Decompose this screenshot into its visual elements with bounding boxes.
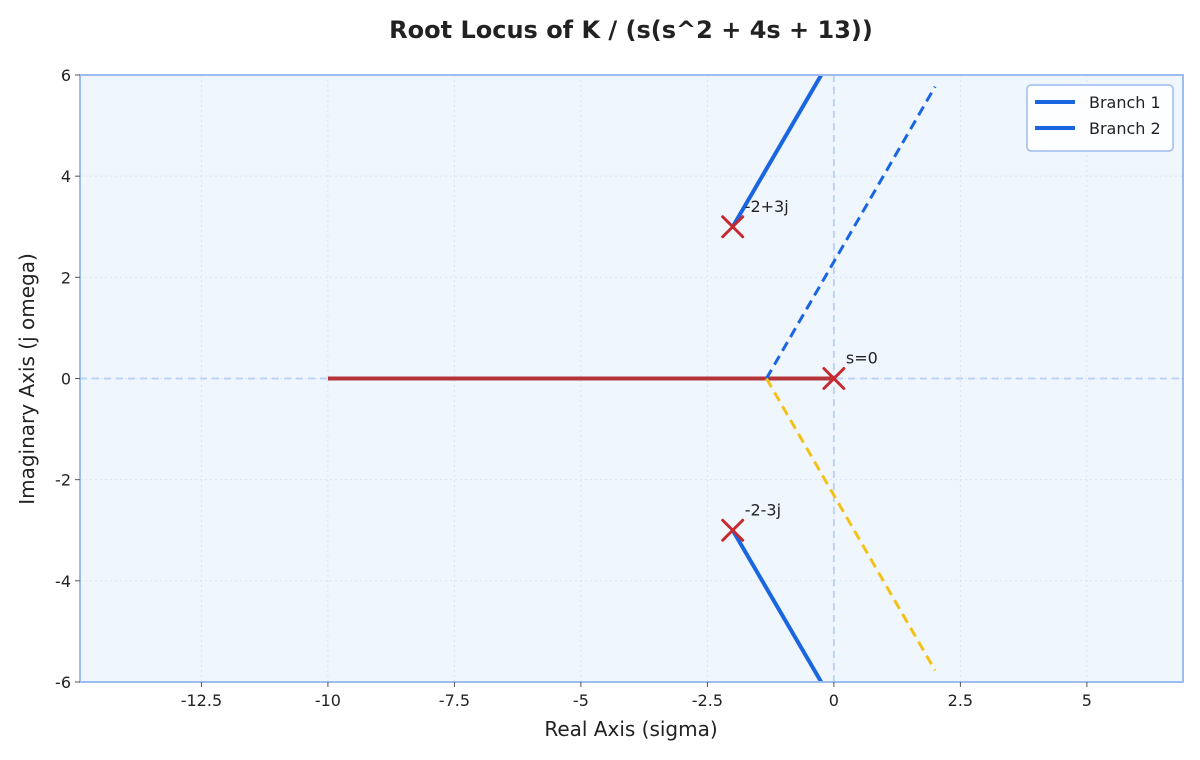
series-branch-1: [730, 75, 823, 228]
pole-label: s=0: [846, 349, 878, 368]
legend-label: Branch 1: [1089, 93, 1161, 112]
x-tick-label: 5: [1082, 691, 1092, 710]
pole-x-stroke: [721, 518, 745, 542]
x-tick-label: -5: [573, 691, 589, 710]
pole-x-stroke: [721, 215, 745, 239]
x-tick-label: -7.5: [439, 691, 470, 710]
y-axis-label: Imaginary Axis (j omega): [15, 253, 39, 505]
y-tick-label: 6: [61, 66, 71, 85]
y-tick-label: 4: [61, 167, 71, 186]
x-tick-label: 0: [829, 691, 839, 710]
locus-segment-5: [765, 377, 937, 672]
locus-segment-4: [765, 85, 937, 380]
x-axis-label: Real Axis (sigma): [544, 717, 717, 741]
pole-marker: [822, 367, 846, 390]
y-tick-label: 2: [61, 268, 71, 287]
pole-x-stroke: [822, 367, 846, 390]
x-tick-label: -12.5: [181, 691, 222, 710]
series-branch-2: [730, 529, 823, 682]
x-tick-label: -10: [315, 691, 341, 710]
pole-label: -2+3j: [745, 197, 789, 216]
y-tick-label: -4: [55, 572, 71, 591]
chart-legend: Branch 1 Branch 2: [1026, 84, 1174, 152]
chart-title: Root Locus of K / (s(s^2 + 4s + 13)): [389, 16, 873, 44]
pole-marker: [721, 518, 745, 542]
locus-branches: [327, 75, 937, 682]
pole-label: -2-3j: [745, 500, 781, 519]
x-tick-label: -2.5: [692, 691, 723, 710]
legend-label: Branch 2: [1089, 119, 1161, 138]
y-tick-label: -2: [55, 471, 71, 490]
y-axis-ticks: -6 -4 -2 0 2 4 6: [55, 66, 80, 692]
y-tick-label: -6: [55, 673, 71, 692]
pole-marker: [721, 215, 745, 239]
pole-markers: s=0 -2+3j -2-3j: [721, 197, 878, 542]
x-axis-ticks: -12.5 -10 -7.5 -5 -2.5 0 2.5 5: [181, 682, 1092, 710]
x-tick-label: 2.5: [948, 691, 973, 710]
y-tick-label: 0: [61, 370, 71, 389]
